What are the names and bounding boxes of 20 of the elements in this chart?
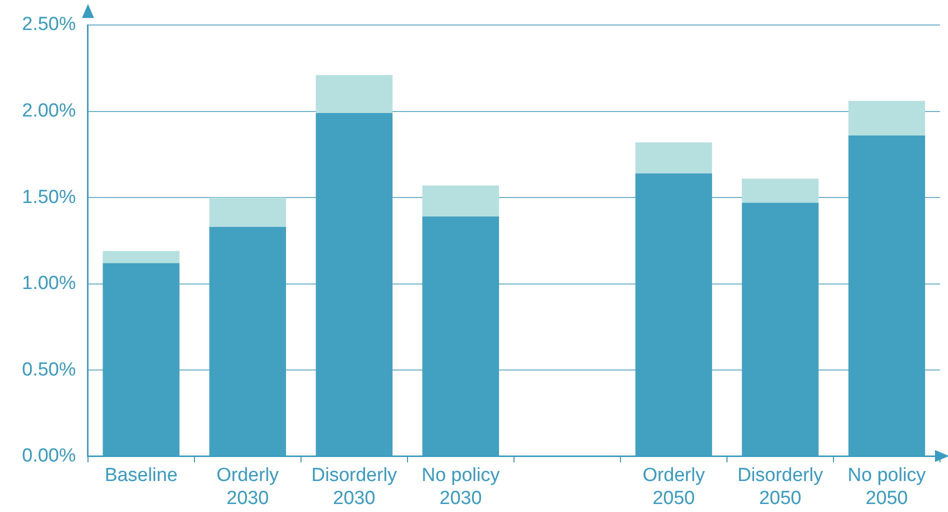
bar [422,185,500,217]
x-tick-label: Disorderly 2030 [311,465,398,509]
bar [635,142,712,174]
x-tick-label: No policy 2030 [422,465,500,509]
y-tick-label: 1.50% [22,186,76,208]
bar [742,178,819,203]
x-tick-label: Orderly 2050 [642,465,706,509]
x-tick-label: Disorderly 2050 [737,465,824,509]
bar [209,198,286,227]
bar [102,251,180,264]
bar [848,100,926,136]
y-tick-label: 1.00% [22,273,76,294]
y-tick-label: 2.00% [22,100,76,122]
y-tick-label: 2.50% [22,14,76,36]
y-tick-label: 0.50% [22,359,76,380]
bar [316,75,393,114]
x-tick-label: No policy 2050 [848,465,926,509]
y-tick-label: 0.00% [22,446,76,467]
x-tick-label: Baseline [104,465,178,486]
x-tick-label: Orderly 2030 [216,465,280,509]
